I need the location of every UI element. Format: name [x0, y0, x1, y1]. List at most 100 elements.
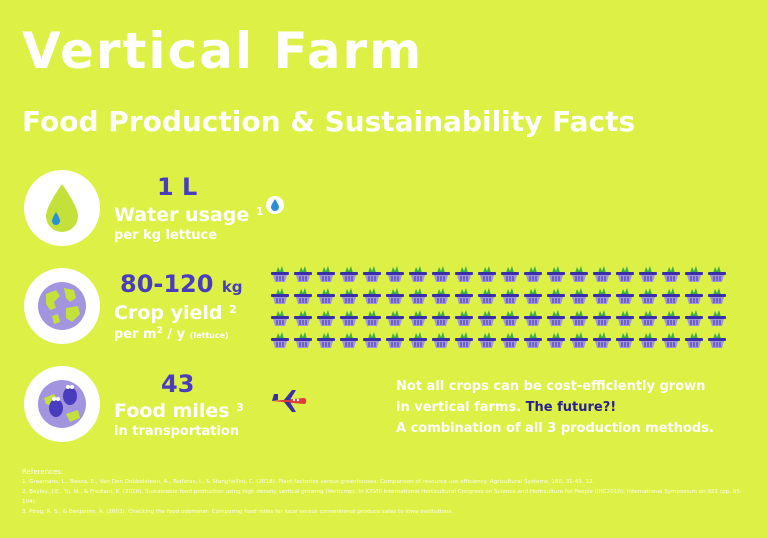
basket-icon: [455, 288, 473, 304]
basket-icon: [317, 332, 335, 348]
page-subtitle: Food Production & Sustainability Facts: [22, 105, 636, 138]
basket-icon: [432, 310, 450, 326]
crop-yield-sub: per m2 / y (lettuce): [114, 326, 229, 342]
basket-icon: [662, 266, 680, 282]
basket-icon: [708, 266, 726, 282]
water-usage-ref: 1: [255, 205, 264, 218]
basket-icon: [593, 288, 611, 304]
note-line-2: in vertical farms. The future?!: [396, 400, 617, 415]
water-usage-sub: per kg lettuce: [114, 228, 218, 243]
basket-icon: [432, 266, 450, 282]
basket-icon: [340, 266, 358, 282]
basket-icon: [616, 288, 634, 304]
basket-icon: [455, 266, 473, 282]
basket-icon: [317, 288, 335, 304]
crop-yield-value: 80-120 kg: [120, 270, 243, 298]
note-line-1: Not all crops can be cost-efficiently gr…: [396, 379, 706, 394]
basket-icon: [478, 332, 496, 348]
basket-icon: [271, 310, 289, 326]
basket-icon: [340, 332, 358, 348]
basket-icon: [616, 332, 634, 348]
reference-item: 2. Bayley, J.E., Yu, M., & Frediani, K. …: [22, 489, 742, 505]
crop-yield-ref: 2: [229, 303, 237, 316]
basket-icon: [501, 332, 519, 348]
basket-icon: [501, 310, 519, 326]
basket-icon: [547, 266, 565, 282]
basket-icon: [639, 266, 657, 282]
food-miles-label: Food miles 3: [114, 400, 244, 422]
reference-item: 3. Pirog, R. S., & Benjamin, A. (2003). …: [22, 509, 454, 515]
basket-icon: [547, 332, 565, 348]
basket-icon: [363, 266, 381, 282]
basket-icon: [386, 288, 404, 304]
basket-icon: [570, 310, 588, 326]
crop-yield-label: Crop yield 2: [114, 302, 237, 324]
basket-icon: [363, 310, 381, 326]
water-icon-circle: [24, 170, 100, 246]
basket-icon: [524, 332, 542, 348]
basket-icon: [593, 332, 611, 348]
basket-icon: [478, 266, 496, 282]
basket-icon: [616, 310, 634, 326]
basket-icon: [662, 332, 680, 348]
basket-icon: [708, 288, 726, 304]
footprints-globe-icon: [38, 380, 86, 428]
basket-icon: [685, 332, 703, 348]
basket-icon: [409, 332, 427, 348]
basket-icon: [570, 266, 588, 282]
basket-icon: [593, 310, 611, 326]
food-miles-sub: in transportation: [114, 424, 240, 439]
food-miles-value: 43: [161, 370, 195, 398]
basket-icon: [639, 310, 657, 326]
footprints-icon-circle: [24, 366, 100, 442]
basket-icon: [662, 310, 680, 326]
references-heading: References:: [22, 468, 64, 476]
globe-icon: [38, 282, 86, 330]
basket-icon: [524, 266, 542, 282]
basket-icon: [570, 332, 588, 348]
basket-icon: [547, 310, 565, 326]
basket-icon-grid: [270, 265, 740, 353]
basket-icon: [708, 332, 726, 348]
basket-icon: [363, 288, 381, 304]
basket-icon: [593, 266, 611, 282]
note-line-3: A combination of all 3 production method…: [396, 421, 714, 436]
basket-icon: [271, 266, 289, 282]
basket-icon: [547, 288, 565, 304]
reference-item: 1. Graamans, L., Baeza, E., Van Den Dobb…: [22, 479, 595, 485]
small-water-drop-icon: [266, 196, 284, 214]
basket-icon: [294, 266, 312, 282]
basket-icon: [639, 332, 657, 348]
basket-icon: [616, 266, 634, 282]
basket-icon: [363, 332, 381, 348]
basket-icon: [386, 332, 404, 348]
basket-icon: [409, 310, 427, 326]
basket-icon: [708, 310, 726, 326]
basket-icon: [501, 288, 519, 304]
basket-icon: [432, 332, 450, 348]
page-title: Vertical Farm: [22, 22, 424, 80]
basket-icon: [386, 266, 404, 282]
basket-icon: [317, 310, 335, 326]
basket-icon: [685, 310, 703, 326]
references: References: 1. Graamans, L., Baeza, E., …: [22, 467, 752, 517]
basket-icon: [570, 288, 588, 304]
basket-icon: [294, 332, 312, 348]
basket-icon: [271, 288, 289, 304]
basket-icon: [294, 310, 312, 326]
water-usage-value: 1 L: [157, 173, 198, 201]
basket-icon: [294, 288, 312, 304]
basket-icon: [340, 310, 358, 326]
basket-icon: [455, 332, 473, 348]
food-miles-ref: 3: [236, 401, 244, 414]
basket-icon: [685, 266, 703, 282]
conclusion-note: Not all crops can be cost-efficiently gr…: [396, 376, 714, 439]
basket-icon: [386, 310, 404, 326]
basket-icon: [524, 310, 542, 326]
airplane-icon: [272, 390, 307, 412]
basket-icon: [524, 288, 542, 304]
water-usage-label: Water usage 1: [114, 204, 264, 226]
globe-icon-circle: [24, 268, 100, 344]
basket-icon: [685, 288, 703, 304]
basket-icon: [409, 266, 427, 282]
